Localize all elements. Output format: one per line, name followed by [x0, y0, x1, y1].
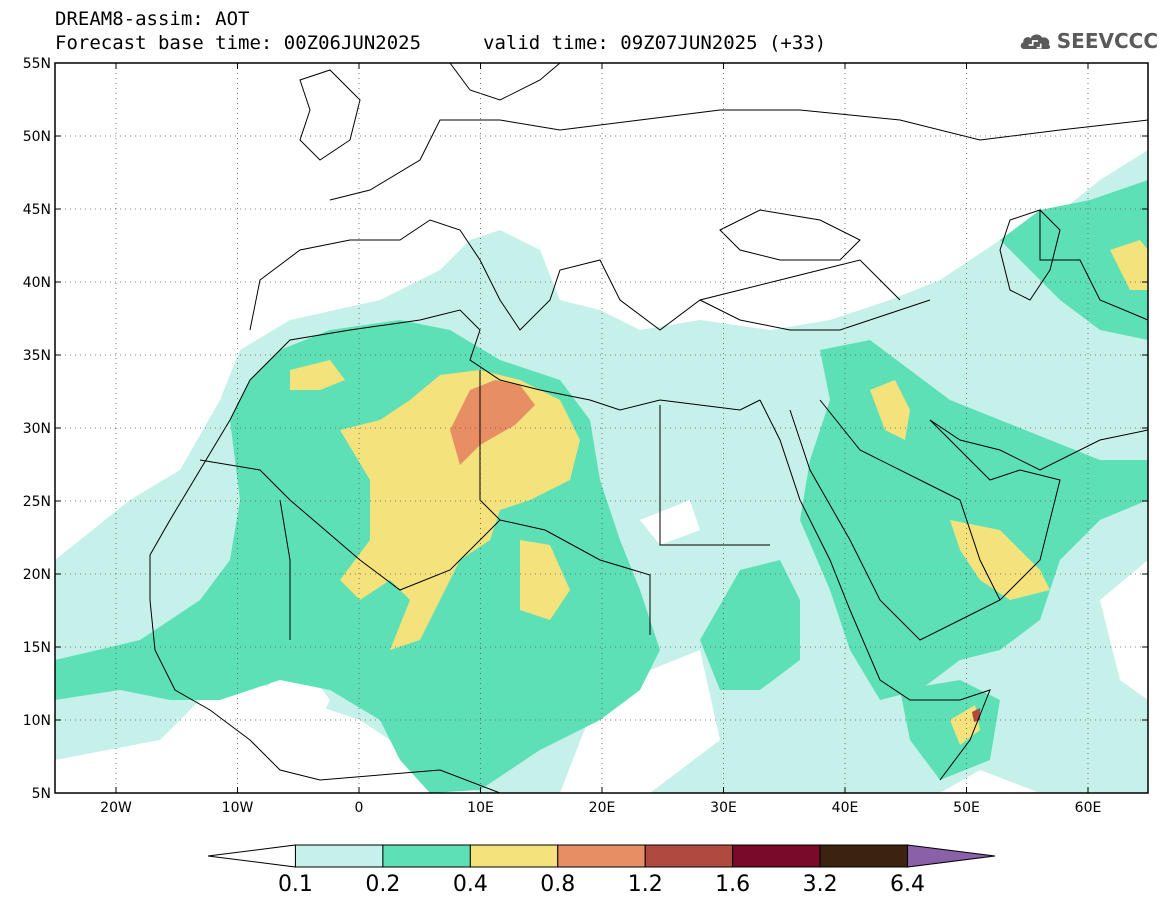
latitude-axis: 55N 50N 45N 40N 35N 30N 25N 20N 15N 10N 5N — [23, 56, 1148, 802]
colorbar-under-arrow — [207, 844, 296, 868]
lat-label: 50N — [23, 129, 51, 145]
aot-band-0.8 — [972, 708, 980, 722]
lat-label: 40N — [23, 275, 51, 291]
border-line — [1039, 210, 1148, 321]
coastline-europe — [249, 219, 901, 331]
colorbar-label: 0.4 — [453, 872, 488, 897]
colorbar-over-arrow — [907, 844, 996, 868]
colorbar-box — [294, 844, 384, 868]
aot-field — [55, 150, 1148, 793]
aot-clear-patch — [640, 500, 700, 545]
lat-label: 30N — [23, 421, 51, 437]
logo-text: SEEVCCC — [1056, 29, 1158, 53]
colorbar-box — [557, 844, 646, 868]
border-line — [199, 459, 651, 635]
aot-clear-patch — [560, 650, 720, 793]
coastline-north-europe — [329, 109, 1148, 201]
coastline-red-sea — [759, 399, 991, 781]
aot-band-0.2 — [700, 560, 800, 690]
colorbar-box — [732, 844, 821, 868]
aot-band-0.4 — [340, 370, 580, 650]
lat-label: 20N — [23, 567, 51, 583]
lat-label: 35N — [23, 348, 51, 364]
lat-label: 10N — [23, 713, 51, 729]
seevccc-logo: SEEVCCC — [1018, 24, 1158, 58]
coastline-north-africa — [149, 309, 761, 556]
aot-band-0.4 — [950, 520, 1050, 600]
colorbar-label: 0.1 — [278, 872, 313, 897]
title-base-time: Forecast base time: 00Z06JUN2025 — [55, 32, 422, 54]
lon-label: 40E — [832, 800, 859, 816]
title-model-field: DREAM8-assim: AOT — [55, 8, 250, 30]
border-line — [479, 370, 501, 521]
longitude-axis: 20W 10W 0 10E 20E 30E 40E 50E 60E — [100, 63, 1101, 816]
colorbar-box — [819, 844, 909, 868]
coastlines — [149, 63, 1148, 793]
lat-label: 5N — [32, 786, 51, 802]
coastline-turkey — [699, 299, 931, 331]
lat-label: 25N — [23, 494, 51, 510]
lat-label: 15N — [23, 640, 51, 656]
title-valid-time: valid time: 09Z07JUN2025 (+33) — [483, 32, 827, 54]
graticule — [55, 63, 1148, 793]
coastline-britain — [299, 69, 361, 161]
coastline-caspian — [999, 209, 1061, 301]
colorbar-label: 6.4 — [890, 872, 925, 897]
aot-band-0.4 — [290, 360, 345, 390]
lat-label: 45N — [23, 202, 51, 218]
coastline-black-sea — [719, 209, 861, 261]
colorbar: 0.1 0.2 0.4 0.8 1.2 1.6 3.2 6.4 — [207, 844, 996, 897]
colorbar-label: 0.2 — [365, 872, 400, 897]
colorbar-label: 0.8 — [540, 872, 575, 897]
coastline-persian-gulf — [929, 419, 1148, 471]
colorbar-box — [644, 844, 734, 868]
lon-label: 10W — [222, 800, 254, 816]
border-line — [819, 399, 1001, 601]
colorbar-label: 1.6 — [715, 872, 750, 897]
lon-label: 30E — [710, 800, 737, 816]
coastline-arabia — [789, 409, 1061, 641]
aot-band-0.4 — [870, 380, 910, 440]
coastline-west-africa — [149, 555, 501, 793]
coastline-scandinavia — [449, 63, 561, 101]
lat-label: 55N — [23, 56, 51, 72]
border-line — [279, 499, 291, 640]
lon-label: 10E — [467, 800, 494, 816]
lon-label: 0 — [355, 800, 364, 816]
colorbar-box — [382, 844, 471, 868]
colorbar-label: 3.2 — [803, 872, 838, 897]
lon-label: 50E — [953, 800, 980, 816]
cloud-icon — [1020, 34, 1051, 50]
aot-band-0.8 — [450, 380, 535, 465]
lon-label: 20W — [100, 800, 132, 816]
aot-band-0.4 — [1110, 240, 1148, 290]
border-line — [659, 405, 770, 546]
lon-label: 60E — [1075, 800, 1102, 816]
colorbar-label: 1.2 — [628, 872, 663, 897]
aot-band-0.4 — [520, 540, 570, 620]
lon-label: 20E — [589, 800, 616, 816]
colorbar-box — [469, 844, 559, 868]
